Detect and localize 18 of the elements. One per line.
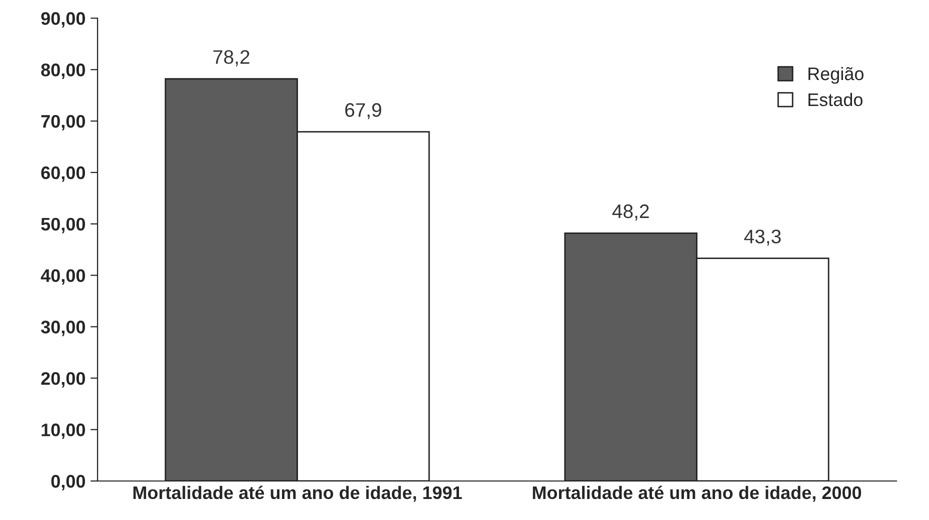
y-tick-label: 0,00 <box>51 474 86 490</box>
legend-label: Região <box>808 66 864 84</box>
data-label: 67,9 <box>345 103 382 120</box>
data-label: 48,2 <box>612 204 649 220</box>
y-tick-label: 70,00 <box>41 114 86 130</box>
y-tick-label: 60,00 <box>41 166 86 182</box>
y-tick-label: 80,00 <box>41 64 86 79</box>
y-tick-label: 10,00 <box>42 424 86 439</box>
data-label: 78,2 <box>213 50 250 66</box>
legend-label: Estado <box>808 92 862 106</box>
y-tick-label: 90,00 <box>41 12 86 28</box>
y-tick-label: 20,00 <box>41 372 86 388</box>
y-tick-label: 50,00 <box>41 218 86 234</box>
x-tick-label: Mortalidade até um ano de idade, 1991 <box>133 486 462 502</box>
x-tick-label: Mortalidade até um ano de idade, 2000 <box>532 486 862 502</box>
y-tick-label: 30,00 <box>40 320 86 336</box>
y-tick-label: 40,00 <box>40 269 86 285</box>
data-label: 43,3 <box>744 230 781 246</box>
